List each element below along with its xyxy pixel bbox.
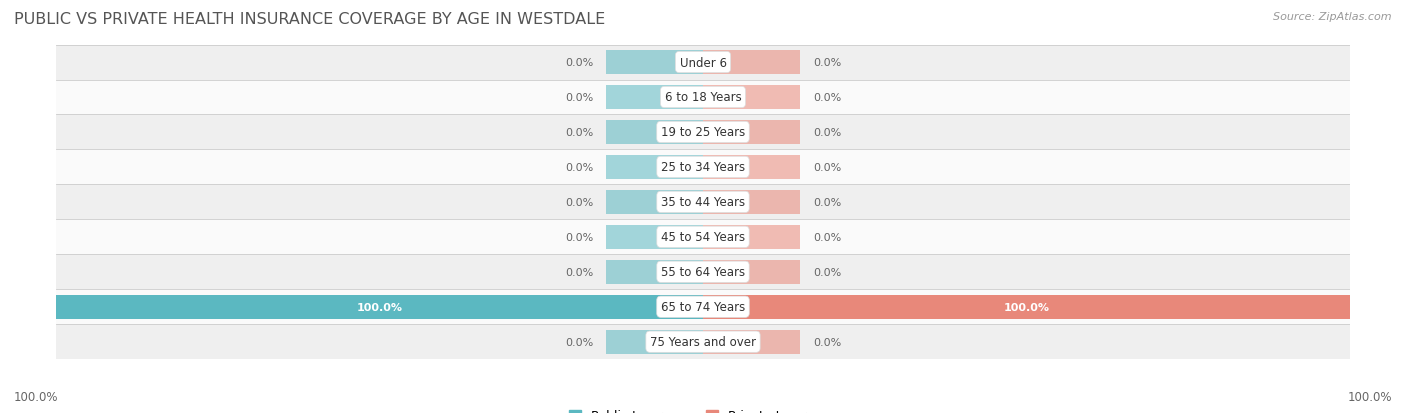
Text: 100.0%: 100.0% xyxy=(14,390,59,403)
Bar xyxy=(56,45,1350,80)
Bar xyxy=(703,51,800,75)
Text: 65 to 74 Years: 65 to 74 Years xyxy=(661,301,745,313)
Text: 0.0%: 0.0% xyxy=(565,162,593,173)
Bar xyxy=(703,330,800,354)
Text: 35 to 44 Years: 35 to 44 Years xyxy=(661,196,745,209)
Text: 100.0%: 100.0% xyxy=(357,302,402,312)
Text: Source: ZipAtlas.com: Source: ZipAtlas.com xyxy=(1274,12,1392,22)
Bar xyxy=(606,121,703,145)
Text: 0.0%: 0.0% xyxy=(565,58,593,68)
Bar xyxy=(56,255,1350,290)
Text: PUBLIC VS PRIVATE HEALTH INSURANCE COVERAGE BY AGE IN WESTDALE: PUBLIC VS PRIVATE HEALTH INSURANCE COVER… xyxy=(14,12,606,27)
Text: 0.0%: 0.0% xyxy=(565,232,593,242)
Bar xyxy=(56,325,1350,359)
Bar xyxy=(56,150,1350,185)
Bar xyxy=(703,121,800,145)
Bar xyxy=(606,330,703,354)
Text: Under 6: Under 6 xyxy=(679,57,727,69)
Text: 0.0%: 0.0% xyxy=(813,162,841,173)
Bar xyxy=(56,220,1350,255)
Text: 0.0%: 0.0% xyxy=(813,93,841,103)
Text: 75 Years and over: 75 Years and over xyxy=(650,335,756,348)
Bar xyxy=(703,156,800,179)
Text: 55 to 64 Years: 55 to 64 Years xyxy=(661,266,745,279)
Legend: Public Insurance, Private Insurance: Public Insurance, Private Insurance xyxy=(568,409,838,413)
Text: 0.0%: 0.0% xyxy=(813,128,841,138)
Text: 0.0%: 0.0% xyxy=(813,267,841,277)
Bar xyxy=(703,86,800,109)
Bar xyxy=(56,115,1350,150)
Text: 45 to 54 Years: 45 to 54 Years xyxy=(661,231,745,244)
Text: 0.0%: 0.0% xyxy=(813,58,841,68)
Bar xyxy=(56,290,1350,325)
Text: 6 to 18 Years: 6 to 18 Years xyxy=(665,91,741,104)
Text: 100.0%: 100.0% xyxy=(1004,302,1049,312)
Text: 0.0%: 0.0% xyxy=(565,128,593,138)
Bar xyxy=(606,156,703,179)
Text: 0.0%: 0.0% xyxy=(813,337,841,347)
Text: 0.0%: 0.0% xyxy=(813,197,841,207)
Text: 0.0%: 0.0% xyxy=(813,232,841,242)
Text: 19 to 25 Years: 19 to 25 Years xyxy=(661,126,745,139)
Bar xyxy=(703,190,800,214)
Bar xyxy=(56,80,1350,115)
Bar xyxy=(606,190,703,214)
Text: 0.0%: 0.0% xyxy=(565,267,593,277)
Bar xyxy=(606,86,703,109)
Bar xyxy=(703,295,1350,319)
Bar xyxy=(606,51,703,75)
Text: 0.0%: 0.0% xyxy=(565,337,593,347)
Bar xyxy=(56,295,703,319)
Bar xyxy=(703,260,800,284)
Text: 25 to 34 Years: 25 to 34 Years xyxy=(661,161,745,174)
Text: 0.0%: 0.0% xyxy=(565,197,593,207)
Text: 100.0%: 100.0% xyxy=(1347,390,1392,403)
Text: 0.0%: 0.0% xyxy=(565,93,593,103)
Bar xyxy=(606,225,703,249)
Bar xyxy=(606,260,703,284)
Bar xyxy=(703,225,800,249)
Bar xyxy=(56,185,1350,220)
